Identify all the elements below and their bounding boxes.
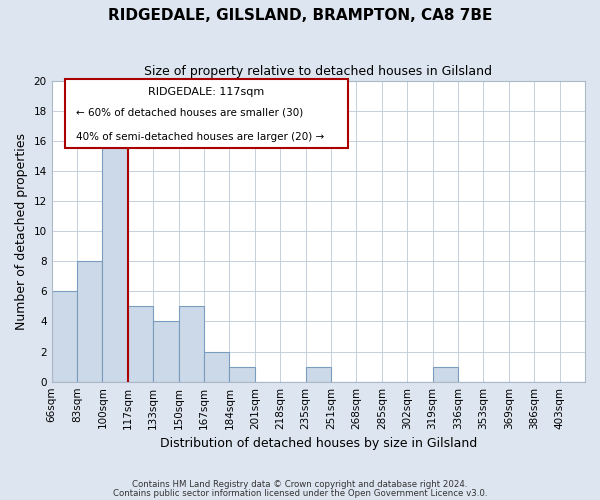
Bar xyxy=(103,126,128,382)
Text: Contains HM Land Registry data © Crown copyright and database right 2024.: Contains HM Land Registry data © Crown c… xyxy=(132,480,468,489)
Text: 40% of semi-detached houses are larger (20) →: 40% of semi-detached houses are larger (… xyxy=(76,132,324,141)
Bar xyxy=(179,306,204,382)
Bar xyxy=(77,261,103,382)
Text: RIDGEDALE, GILSLAND, BRAMPTON, CA8 7BE: RIDGEDALE, GILSLAND, BRAMPTON, CA8 7BE xyxy=(108,8,492,22)
Bar xyxy=(204,352,229,382)
X-axis label: Distribution of detached houses by size in Gilsland: Distribution of detached houses by size … xyxy=(160,437,477,450)
Bar xyxy=(433,366,458,382)
FancyBboxPatch shape xyxy=(65,79,347,148)
Bar xyxy=(229,366,255,382)
Bar xyxy=(52,292,77,382)
Bar xyxy=(305,366,331,382)
Y-axis label: Number of detached properties: Number of detached properties xyxy=(15,132,28,330)
Text: ← 60% of detached houses are smaller (30): ← 60% of detached houses are smaller (30… xyxy=(76,108,303,118)
Text: Contains public sector information licensed under the Open Government Licence v3: Contains public sector information licen… xyxy=(113,489,487,498)
Bar xyxy=(153,322,179,382)
Title: Size of property relative to detached houses in Gilsland: Size of property relative to detached ho… xyxy=(145,65,493,78)
Bar xyxy=(128,306,153,382)
Text: RIDGEDALE: 117sqm: RIDGEDALE: 117sqm xyxy=(148,86,265,97)
